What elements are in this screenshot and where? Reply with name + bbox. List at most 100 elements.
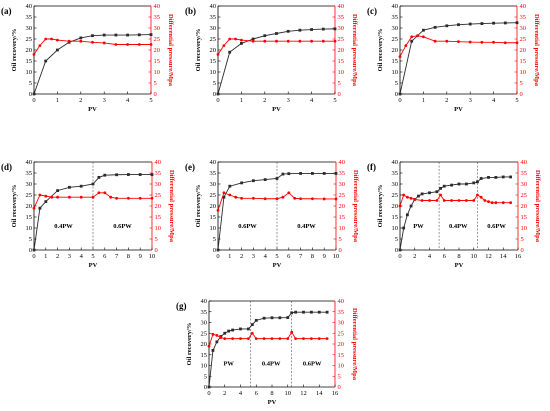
recovery-data-point (79, 36, 83, 40)
pressure-data-point (294, 337, 298, 341)
stage-label: PW (223, 361, 234, 368)
y-axis-title: Oil recovery/% (195, 185, 202, 228)
y2-tick-label: 40 (338, 3, 345, 10)
pressure-data-point (79, 39, 83, 43)
y2-tick-label: 5 (521, 236, 524, 243)
y2-tick-label: 20 (338, 341, 345, 348)
x-tick-label: 1 (228, 253, 231, 260)
x-tick-label: 0 (398, 253, 401, 260)
recovery-data-point (509, 175, 513, 179)
y-tick-label: 30 (392, 181, 399, 188)
recovery-data-point (149, 33, 153, 36)
recovery-data-point (246, 327, 250, 331)
pressure-data-point (333, 39, 337, 43)
pressure-data-point (487, 200, 490, 204)
pressure-data-point (250, 331, 254, 335)
x-axis-title: PV (272, 106, 281, 113)
recovery-data-point (97, 176, 101, 179)
y-tick-label: 10 (210, 225, 217, 232)
recovery-data-point (433, 25, 437, 29)
x-tick-label: 9 (323, 253, 326, 260)
recovery-data-point (333, 27, 337, 31)
pressure-data-point (234, 37, 237, 41)
x-tick-label: 10 (333, 253, 340, 260)
y2-tick-label: 5 (338, 80, 341, 87)
chart-panel: (b)0 1 2 3 4 50510152025303540051015202530354… (185, 3, 358, 113)
recovery-data-point (114, 33, 118, 37)
x-tick-label: 8 (457, 253, 460, 260)
y-tick-label: 25 (201, 330, 208, 337)
stage-label: 0.6PW (487, 223, 506, 230)
recovery-data-point (286, 316, 290, 319)
y2-tick-label: 5 (338, 373, 341, 380)
pressure-data-point (263, 39, 267, 43)
y-tick-label: 30 (392, 25, 399, 32)
pressure-data-point (501, 201, 505, 205)
recovery-data-point (228, 184, 232, 188)
x-tick-label: 9 (139, 253, 142, 260)
pressure-data-point (325, 337, 329, 341)
y2-tick-label: 40 (155, 159, 162, 166)
recovery-data-point (281, 172, 285, 176)
y2-tick-label: 25 (338, 330, 345, 337)
y-tick-label: 0 (213, 247, 216, 254)
panel-label: (d) (1, 162, 12, 172)
y-tick-label: 35 (210, 14, 217, 21)
recovery-data-point (44, 59, 48, 63)
y2-tick-label: 5 (520, 80, 523, 87)
pressure-data-point (290, 330, 294, 334)
recovery-data-point (56, 189, 59, 192)
y-axis-title: Oil recovery/% (11, 185, 18, 228)
recovery-data-point (127, 173, 130, 176)
recovery-data-point (263, 178, 267, 181)
recovery-data-point (439, 187, 442, 190)
panel-label: (a) (1, 6, 12, 16)
y-tick-label: 15 (210, 58, 217, 65)
pressure-data-point (409, 196, 413, 200)
x-tick-label: 2 (223, 390, 226, 397)
recovery-data-point (227, 329, 231, 333)
y2-tick-label: 15 (521, 214, 528, 221)
y2-tick-label: 30 (339, 181, 346, 188)
pressure-data-point (97, 191, 101, 195)
x-tick-label: 16 (332, 390, 339, 397)
pressure-data-point (240, 196, 244, 200)
y2-axis-title: Differential pressure/Mpa (534, 170, 541, 243)
x-tick-label: 2 (263, 97, 266, 104)
recovery-data-point (240, 42, 243, 45)
x-tick-label: 3 (252, 253, 255, 260)
y2-tick-label: 15 (338, 352, 345, 359)
y-tick-label: 35 (392, 14, 399, 21)
pressure-data-point (228, 37, 232, 41)
recovery-data-point (150, 173, 154, 176)
recovery-data-point (290, 311, 294, 315)
pressure-series-line (399, 194, 511, 207)
x-tick-label: 0 (216, 97, 219, 104)
pressure-data-point (490, 201, 494, 205)
pressure-data-point (321, 39, 325, 43)
y2-tick-label: 25 (520, 36, 527, 43)
recovery-data-point (472, 181, 476, 185)
recovery-data-point (445, 24, 449, 28)
recovery-data-point (435, 190, 439, 194)
pressure-data-point (494, 201, 498, 205)
y2-tick-label: 25 (338, 36, 345, 43)
x-tick-label: 5 (275, 253, 278, 260)
y2-tick-label: 15 (339, 214, 346, 221)
pressure-data-point (252, 196, 255, 200)
pressure-data-point (216, 209, 220, 212)
x-tick-label: 5 (149, 97, 152, 104)
chart-panel: (d)0 1 2 3 4 5 6 7 8 9 100510152025303540051015202… (1, 159, 175, 269)
x-tick-label: 5 (333, 97, 336, 104)
y-tick-label: 10 (26, 225, 33, 232)
x-tick-label: 1 (422, 97, 425, 104)
recovery-data-point (402, 226, 406, 230)
y2-tick-label: 25 (521, 192, 528, 199)
pressure-data-point (398, 204, 402, 208)
y2-tick-label: 25 (154, 36, 161, 43)
pressure-data-point (207, 344, 211, 348)
pressure-data-point (413, 198, 417, 201)
pressure-data-point (509, 201, 513, 205)
recovery-data-point (275, 32, 278, 35)
y2-tick-label: 35 (154, 14, 161, 21)
